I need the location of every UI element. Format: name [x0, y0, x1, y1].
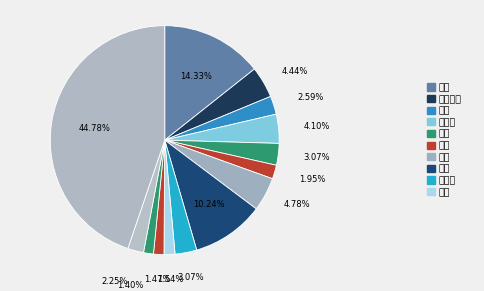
Wedge shape: [164, 140, 175, 255]
Text: 4.10%: 4.10%: [303, 122, 330, 131]
Wedge shape: [128, 140, 165, 253]
Text: 1.95%: 1.95%: [299, 175, 325, 184]
Wedge shape: [165, 114, 279, 143]
Text: 10.24%: 10.24%: [193, 200, 225, 209]
Text: 1.40%: 1.40%: [118, 281, 144, 290]
Wedge shape: [153, 140, 165, 255]
Text: 4.44%: 4.44%: [281, 67, 307, 76]
Wedge shape: [50, 26, 165, 249]
Text: 3.07%: 3.07%: [303, 153, 330, 162]
Wedge shape: [143, 140, 165, 254]
Wedge shape: [165, 140, 197, 254]
Wedge shape: [165, 140, 256, 250]
Text: 3.07%: 3.07%: [177, 273, 204, 282]
Wedge shape: [165, 140, 279, 165]
Wedge shape: [165, 140, 272, 209]
Wedge shape: [165, 69, 271, 140]
Text: 1.54%: 1.54%: [157, 275, 184, 284]
Text: 1.47%: 1.47%: [144, 275, 171, 284]
Text: 2.59%: 2.59%: [298, 93, 324, 102]
Wedge shape: [165, 96, 276, 140]
Text: 14.33%: 14.33%: [180, 72, 212, 81]
Text: 4.78%: 4.78%: [284, 200, 310, 209]
Wedge shape: [165, 140, 276, 179]
Wedge shape: [165, 26, 255, 140]
Text: 44.78%: 44.78%: [79, 124, 111, 133]
Legend: 美国, 澳大利亚, 巴西, 加拿大, 智利, 法国, 德国, 印度, 墨西哥, 波兰: 美国, 澳大利亚, 巴西, 加拿大, 智利, 法国, 德国, 印度, 墨西哥, …: [427, 83, 461, 197]
Text: 2.25%: 2.25%: [101, 277, 127, 286]
